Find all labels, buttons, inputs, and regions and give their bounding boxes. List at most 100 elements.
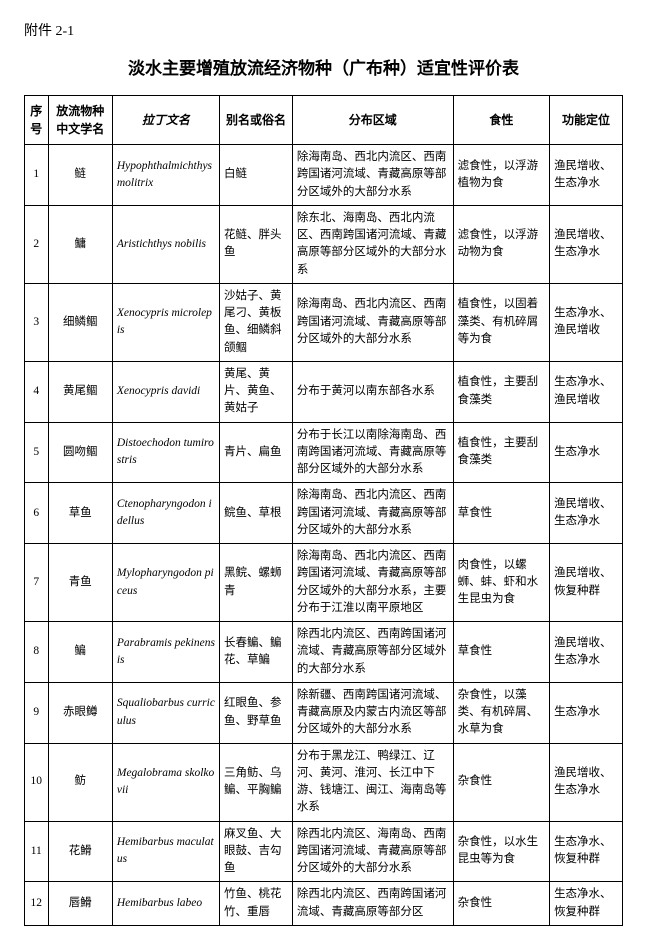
cell-latin: Parabramis pekinensis xyxy=(112,622,219,683)
cell-dist: 除海南岛、西北内流区、西南跨国诸河流域、青藏高原等部分区域外的大部分水系 xyxy=(292,283,453,361)
table-header-row: 序号 放流物种中文学名 拉丁文名 别名或俗名 分布区域 食性 功能定位 xyxy=(25,96,623,145)
table-row: 8鳊Parabramis pekinensis长春鳊、鳊花、草鳊除西北内流区、西… xyxy=(25,622,623,683)
cell-alias: 黄尾、黄片、黄鱼、黄姑子 xyxy=(220,361,293,422)
table-row: 4黄尾鲴Xenocypris davidi黄尾、黄片、黄鱼、黄姑子分布于黄河以南… xyxy=(25,361,623,422)
cell-alias: 青片、扁鱼 xyxy=(220,422,293,483)
table-row: 3细鳞鲴Xenocypris microlepis沙姑子、黄尾刁、黄板鱼、细鳞斜… xyxy=(25,283,623,361)
cell-latin: Hypophthalmichthys molitrix xyxy=(112,145,219,206)
cell-latin: Hemibarbus maculatus xyxy=(112,821,219,882)
cell-func: 生态净水 xyxy=(550,422,623,483)
cell-feed: 杂食性 xyxy=(453,882,549,926)
cell-feed: 杂食性，以水生昆虫等为食 xyxy=(453,821,549,882)
cell-alias: 红眼鱼、参鱼、野草鱼 xyxy=(220,682,293,743)
cell-cn: 草鱼 xyxy=(48,483,112,544)
cell-cn: 花䱻 xyxy=(48,821,112,882)
cell-latin: Aristichthys nobilis xyxy=(112,205,219,283)
header-alias: 别名或俗名 xyxy=(220,96,293,145)
cell-feed: 草食性 xyxy=(453,483,549,544)
header-cn: 放流物种中文学名 xyxy=(48,96,112,145)
cell-cn: 赤眼鳟 xyxy=(48,682,112,743)
species-table: 序号 放流物种中文学名 拉丁文名 别名或俗名 分布区域 食性 功能定位 1鲢Hy… xyxy=(24,95,623,926)
header-idx: 序号 xyxy=(25,96,49,145)
cell-feed: 草食性 xyxy=(453,622,549,683)
cell-func: 生态净水、恢复种群 xyxy=(550,821,623,882)
header-func: 功能定位 xyxy=(550,96,623,145)
cell-func: 渔民增收、恢复种群 xyxy=(550,544,623,622)
table-body: 1鲢Hypophthalmichthys molitrix白鲢除海南岛、西北内流… xyxy=(25,145,623,926)
cell-func: 渔民增收、生态净水 xyxy=(550,743,623,821)
cell-dist: 除西北内流区、西南跨国诸河流域、青藏高原等部分区 xyxy=(292,882,453,926)
cell-cn: 黄尾鲴 xyxy=(48,361,112,422)
cell-func: 生态净水、恢复种群 xyxy=(550,882,623,926)
cell-func: 渔民增收、生态净水 xyxy=(550,205,623,283)
cell-latin: Xenocypris microlepis xyxy=(112,283,219,361)
cell-cn: 鲢 xyxy=(48,145,112,206)
cell-func: 生态净水、渔民增收 xyxy=(550,361,623,422)
cell-alias: 白鲢 xyxy=(220,145,293,206)
cell-idx: 7 xyxy=(25,544,49,622)
cell-cn: 鳊 xyxy=(48,622,112,683)
cell-func: 生态净水 xyxy=(550,682,623,743)
cell-dist: 除西北内流区、海南岛、西南跨国诸河流域、青藏高原等部分区域外的大部分水系 xyxy=(292,821,453,882)
table-row: 9赤眼鳟Squaliobarbus curriculus红眼鱼、参鱼、野草鱼除新… xyxy=(25,682,623,743)
cell-dist: 除东北、海南岛、西北内流区、西南跨国诸河流域、青藏高原等部分区域外的大部分水系 xyxy=(292,205,453,283)
cell-func: 渔民增收、生态净水 xyxy=(550,145,623,206)
cell-idx: 4 xyxy=(25,361,49,422)
cell-feed: 肉食性，以螺蛳、蚌、虾和水生昆虫为食 xyxy=(453,544,549,622)
cell-alias: 沙姑子、黄尾刁、黄板鱼、细鳞斜颌鲴 xyxy=(220,283,293,361)
header-latin: 拉丁文名 xyxy=(112,96,219,145)
table-row: 5圆吻鲴Distoechodon tumirostris青片、扁鱼分布于长江以南… xyxy=(25,422,623,483)
cell-idx: 5 xyxy=(25,422,49,483)
cell-func: 渔民增收、生态净水 xyxy=(550,622,623,683)
cell-feed: 滤食性，以浮游植物为食 xyxy=(453,145,549,206)
cell-alias: 花鲢、胖头鱼 xyxy=(220,205,293,283)
page-title: 淡水主要增殖放流经济物种（广布种）适宜性评价表 xyxy=(24,54,623,79)
cell-cn: 鲂 xyxy=(48,743,112,821)
cell-latin: Distoechodon tumirostris xyxy=(112,422,219,483)
attachment-label: 附件 2-1 xyxy=(24,20,623,40)
cell-cn: 圆吻鲴 xyxy=(48,422,112,483)
cell-alias: 麻叉鱼、大眼鼓、吉勾鱼 xyxy=(220,821,293,882)
cell-latin: Xenocypris davidi xyxy=(112,361,219,422)
cell-dist: 除新疆、西南跨国诸河流域、青藏高原及内蒙古内流区等部分区域外的大部分水系 xyxy=(292,682,453,743)
cell-latin: Squaliobarbus curriculus xyxy=(112,682,219,743)
cell-idx: 9 xyxy=(25,682,49,743)
cell-cn: 唇䱻 xyxy=(48,882,112,926)
cell-idx: 8 xyxy=(25,622,49,683)
cell-feed: 植食性，以固着藻类、有机碎屑等为食 xyxy=(453,283,549,361)
cell-latin: Megalobrama skolkovii xyxy=(112,743,219,821)
cell-dist: 除海南岛、西北内流区、西南跨国诸河流域、青藏高原等部分区域外的大部分水系，主要分… xyxy=(292,544,453,622)
cell-dist: 除海南岛、西北内流区、西南跨国诸河流域、青藏高原等部分区域外的大部分水系 xyxy=(292,483,453,544)
cell-alias: 黑鲩、螺蛳青 xyxy=(220,544,293,622)
cell-alias: 长春鳊、鳊花、草鳊 xyxy=(220,622,293,683)
cell-alias: 竹鱼、桃花竹、重唇 xyxy=(220,882,293,926)
cell-latin: Hemibarbus labeo xyxy=(112,882,219,926)
cell-dist: 除海南岛、西北内流区、西南跨国诸河流域、青藏高原等部分区域外的大部分水系 xyxy=(292,145,453,206)
table-row: 10鲂Megalobrama skolkovii三角鲂、乌鳊、平胸鳊分布于黑龙江… xyxy=(25,743,623,821)
cell-idx: 12 xyxy=(25,882,49,926)
cell-dist: 分布于黄河以南东部各水系 xyxy=(292,361,453,422)
table-row: 12唇䱻Hemibarbus labeo竹鱼、桃花竹、重唇除西北内流区、西南跨国… xyxy=(25,882,623,926)
table-row: 7青鱼Mylopharyngodon piceus黑鲩、螺蛳青除海南岛、西北内流… xyxy=(25,544,623,622)
table-row: 11花䱻Hemibarbus maculatus麻叉鱼、大眼鼓、吉勾鱼除西北内流… xyxy=(25,821,623,882)
cell-idx: 3 xyxy=(25,283,49,361)
cell-cn: 细鳞鲴 xyxy=(48,283,112,361)
cell-idx: 2 xyxy=(25,205,49,283)
cell-cn: 鳙 xyxy=(48,205,112,283)
cell-idx: 6 xyxy=(25,483,49,544)
table-row: 6草鱼Ctenopharyngodon idellus鲩鱼、草根除海南岛、西北内… xyxy=(25,483,623,544)
cell-feed: 植食性，主要刮食藻类 xyxy=(453,422,549,483)
cell-feed: 杂食性 xyxy=(453,743,549,821)
cell-idx: 10 xyxy=(25,743,49,821)
cell-feed: 杂食性，以藻类、有机碎屑、水草为食 xyxy=(453,682,549,743)
cell-latin: Mylopharyngodon piceus xyxy=(112,544,219,622)
cell-idx: 1 xyxy=(25,145,49,206)
table-row: 1鲢Hypophthalmichthys molitrix白鲢除海南岛、西北内流… xyxy=(25,145,623,206)
cell-latin: Ctenopharyngodon idellus xyxy=(112,483,219,544)
cell-dist: 分布于黑龙江、鸭绿江、辽河、黄河、淮河、长江中下游、钱塘江、闽江、海南岛等水系 xyxy=(292,743,453,821)
cell-feed: 滤食性，以浮游动物为食 xyxy=(453,205,549,283)
cell-alias: 鲩鱼、草根 xyxy=(220,483,293,544)
cell-dist: 分布于长江以南除海南岛、西南跨国诸河流域、青藏高原等部分区域外的大部分水系 xyxy=(292,422,453,483)
cell-func: 生态净水、渔民增收 xyxy=(550,283,623,361)
cell-idx: 11 xyxy=(25,821,49,882)
